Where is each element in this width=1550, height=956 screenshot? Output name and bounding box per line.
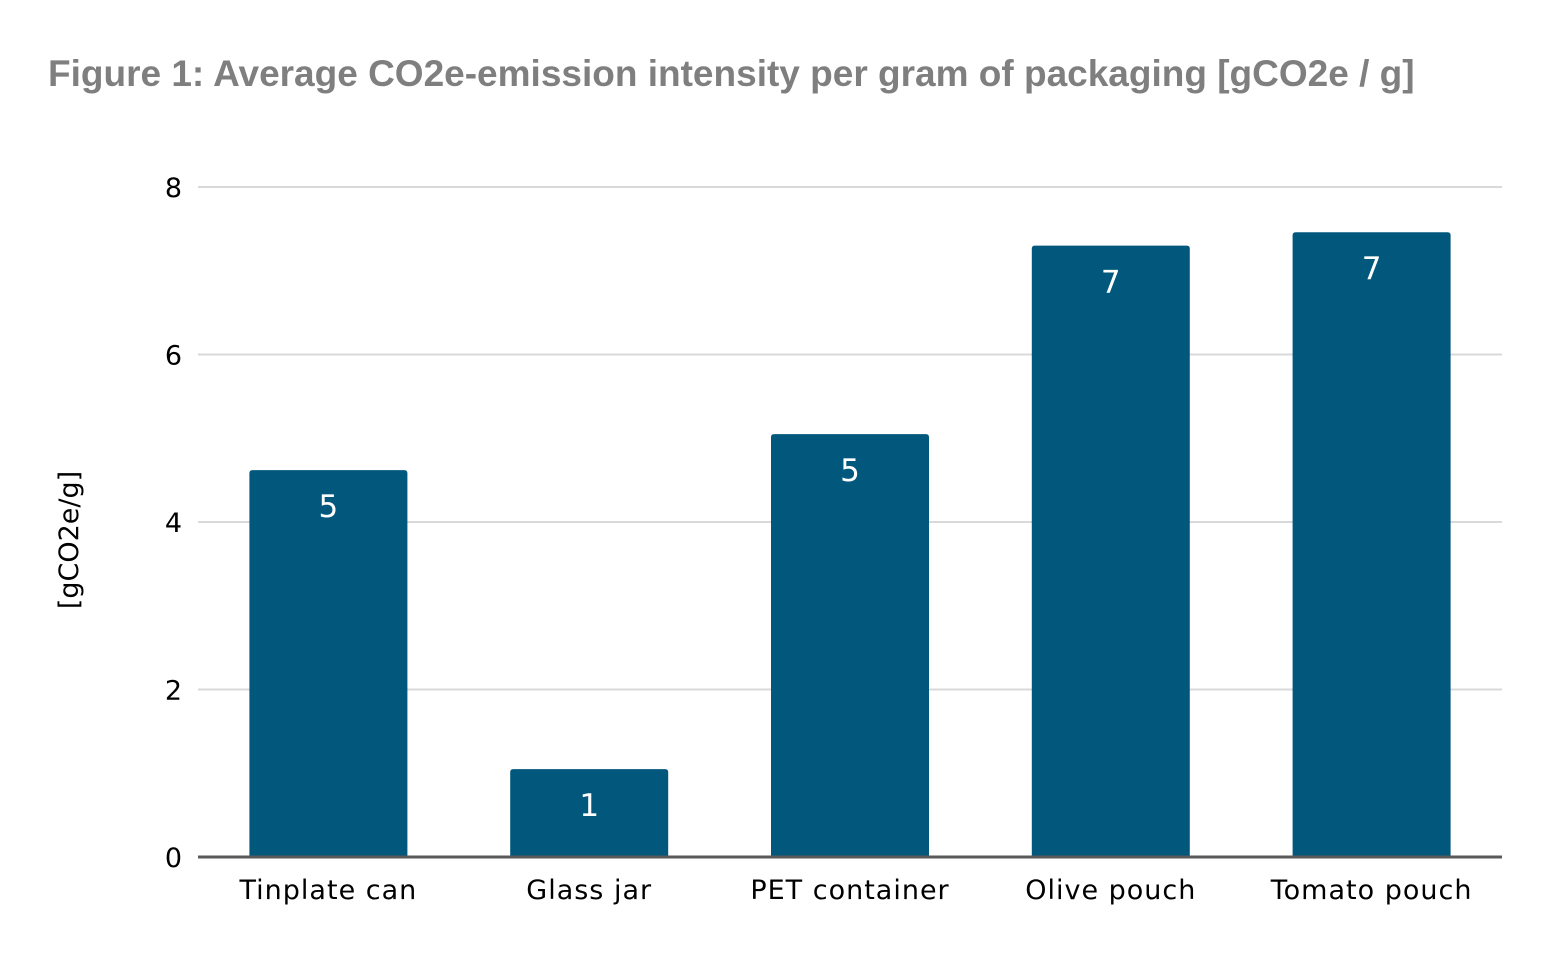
y-tick-label: 8 xyxy=(165,173,182,204)
x-tick-label: Glass jar xyxy=(526,875,652,906)
x-tick-label: Tinplate can xyxy=(239,875,418,906)
y-tick-label: 4 xyxy=(165,508,182,539)
bars: 5 1 5 7 7 xyxy=(249,232,1451,858)
x-tick-label: Tomato pouch xyxy=(1270,875,1473,906)
y-axis-ticks: 0 2 4 6 8 xyxy=(165,173,182,874)
bar xyxy=(249,470,408,857)
bar xyxy=(1031,245,1190,857)
y-axis-label: [gCO2e/g] xyxy=(54,471,85,609)
x-tick-label: PET container xyxy=(750,875,949,906)
y-tick-label: 6 xyxy=(165,341,182,372)
data-label: 1 xyxy=(579,788,599,824)
chart-title: Figure 1: Average CO2e-emission intensit… xyxy=(48,53,1415,94)
data-label: 5 xyxy=(319,489,339,525)
bar xyxy=(510,769,669,857)
data-label: 7 xyxy=(1101,265,1121,301)
y-tick-label: 2 xyxy=(165,676,182,707)
data-label: 7 xyxy=(1362,251,1382,287)
bar xyxy=(771,434,929,857)
data-label: 5 xyxy=(840,453,860,489)
x-axis-categories: Tinplate can Glass jar PET container Olive … xyxy=(239,875,1473,906)
x-tick-label: Olive pouch xyxy=(1025,875,1196,906)
y-tick-label: 0 xyxy=(165,843,182,874)
bar xyxy=(1292,232,1451,858)
